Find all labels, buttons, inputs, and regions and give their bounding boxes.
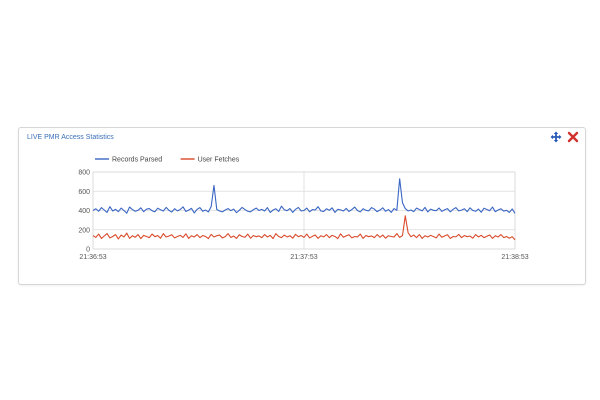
x-tick-label: 21:38:53 — [501, 254, 528, 261]
widget-tools — [550, 131, 579, 143]
line-chart: 0 200 400 600 800 21:36:53 21:37:53 21:38:53 Rec… — [78, 157, 528, 262]
legend-label-2: User Fetches — [198, 157, 240, 164]
legend-label-1: Records Parsed — [112, 157, 162, 164]
move-icon[interactable] — [550, 131, 562, 143]
close-icon[interactable] — [567, 131, 579, 143]
x-tick-label: 21:37:53 — [290, 254, 317, 261]
y-tick-label: 200 — [78, 227, 90, 234]
widget-title: LIVE PMR Access Statistics — [27, 134, 114, 141]
statistics-widget: LIVE PMR Access Statistics 0 200 400 600 800… — [18, 127, 586, 285]
x-tick-label: 21:36:53 — [79, 254, 106, 261]
y-tick-label: 0 — [86, 247, 90, 254]
series-line-2 — [92, 215, 516, 241]
series-line-1 — [92, 178, 516, 214]
y-tick-label: 800 — [78, 170, 90, 177]
y-tick-label: 400 — [78, 208, 90, 215]
y-tick-label: 600 — [78, 189, 90, 196]
